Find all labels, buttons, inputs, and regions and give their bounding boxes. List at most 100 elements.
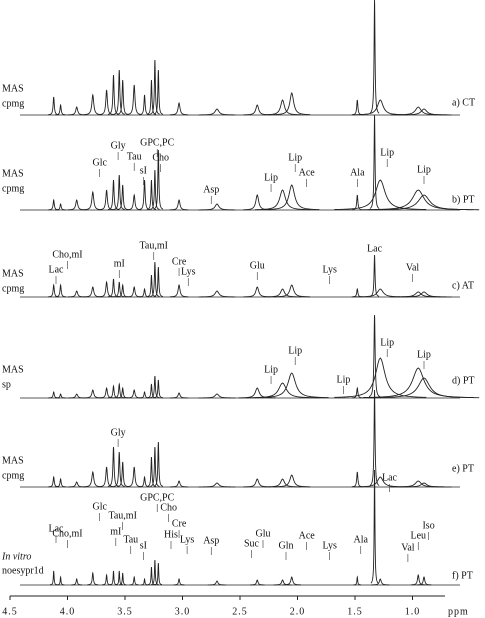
peak-label: Lip [380, 337, 394, 348]
peak [83, 190, 103, 211]
peak [254, 372, 329, 399]
peak [369, 389, 380, 486]
peak [351, 287, 363, 298]
peak [99, 89, 115, 116]
peak [169, 101, 189, 116]
peak [126, 389, 142, 399]
peak [138, 287, 151, 298]
spectrum-label: MAS [2, 364, 24, 375]
spectrum-label: In vitro [1, 551, 31, 562]
peak-label: Lip [288, 345, 302, 356]
peak [101, 573, 112, 586]
peak-label: Tau [123, 534, 138, 545]
peak [334, 357, 427, 398]
peak-label: Val [406, 262, 420, 273]
peak-label: Lac [382, 472, 398, 483]
peak-label: Lip [417, 164, 431, 175]
peak [369, 0, 380, 114]
spectrum-tag: a) CT [452, 97, 475, 108]
peak-label: Asp [203, 184, 219, 195]
peak-label: Lac [49, 523, 65, 534]
x-tick-label: 4.0 [60, 606, 76, 617]
peak [48, 198, 60, 211]
peak [83, 93, 103, 116]
peak-label: Tau [127, 151, 142, 162]
peak [126, 285, 142, 298]
peak [87, 571, 99, 586]
peak [243, 194, 272, 211]
peak [352, 99, 408, 116]
peak-label: Lip [264, 364, 278, 375]
peak [48, 391, 60, 399]
peak [126, 193, 142, 211]
peak [113, 451, 125, 487]
peak [370, 469, 379, 584]
peak [352, 288, 408, 298]
peak-label: Iso [422, 520, 434, 531]
spectrum-label: cpmg [2, 183, 24, 194]
peak-label: Lip [337, 374, 351, 385]
x-tick-label: 1.5 [347, 606, 363, 617]
peak [396, 108, 452, 116]
peak [245, 382, 320, 399]
peak [113, 382, 125, 399]
peak [198, 203, 236, 211]
peak [264, 99, 301, 116]
peak [107, 278, 120, 298]
peak-label: Gln [279, 540, 294, 551]
peak-label: Cre [172, 518, 187, 529]
peak [117, 461, 129, 488]
peak [83, 286, 103, 298]
peak [107, 179, 120, 210]
peak [138, 179, 151, 210]
peak [55, 393, 67, 399]
peak-label: His [164, 529, 178, 540]
peak [396, 482, 452, 488]
peak-label: Cho,mI [52, 528, 82, 539]
spectrum-label: MAS [2, 268, 24, 279]
peak-label: Glc [92, 157, 107, 168]
peak [273, 284, 311, 298]
spectrum-label: cpmg [2, 283, 24, 294]
peak-label: Ace [299, 530, 316, 541]
peak [153, 69, 164, 115]
peak [264, 288, 301, 298]
peak-label: Tau,mI [108, 510, 136, 521]
peak-label: Gly [111, 427, 126, 438]
peak [138, 94, 151, 116]
peak [334, 179, 427, 210]
peak-label: Asp [203, 535, 219, 546]
peak [238, 387, 276, 399]
spectrum-tag: e) PT [452, 463, 474, 474]
peak [109, 570, 118, 586]
peak [416, 576, 432, 586]
peak [138, 391, 151, 399]
peak [351, 99, 363, 116]
peak [67, 481, 86, 488]
peak [83, 389, 103, 399]
spectrum-label: MAS [2, 83, 24, 94]
peak [368, 377, 480, 399]
peak [153, 441, 164, 487]
peak [243, 286, 272, 298]
peak [117, 184, 129, 211]
peak [99, 189, 114, 211]
peak [129, 575, 139, 586]
peak [207, 580, 227, 586]
peak-label: mI [114, 258, 125, 269]
peak [67, 393, 86, 399]
peak-label: Cre [172, 256, 187, 267]
peak [107, 446, 120, 487]
peak-label: Glu [250, 260, 265, 271]
x-tick-label: 2.0 [290, 606, 306, 617]
peak [282, 576, 301, 586]
peak-label: Cho [152, 152, 169, 163]
spectrum-label: MAS [2, 168, 24, 179]
peak [113, 174, 125, 210]
peak [117, 79, 129, 115]
peak [243, 478, 272, 488]
peak [264, 478, 301, 488]
peak [48, 475, 60, 488]
peak [264, 184, 320, 211]
peak [140, 577, 149, 586]
